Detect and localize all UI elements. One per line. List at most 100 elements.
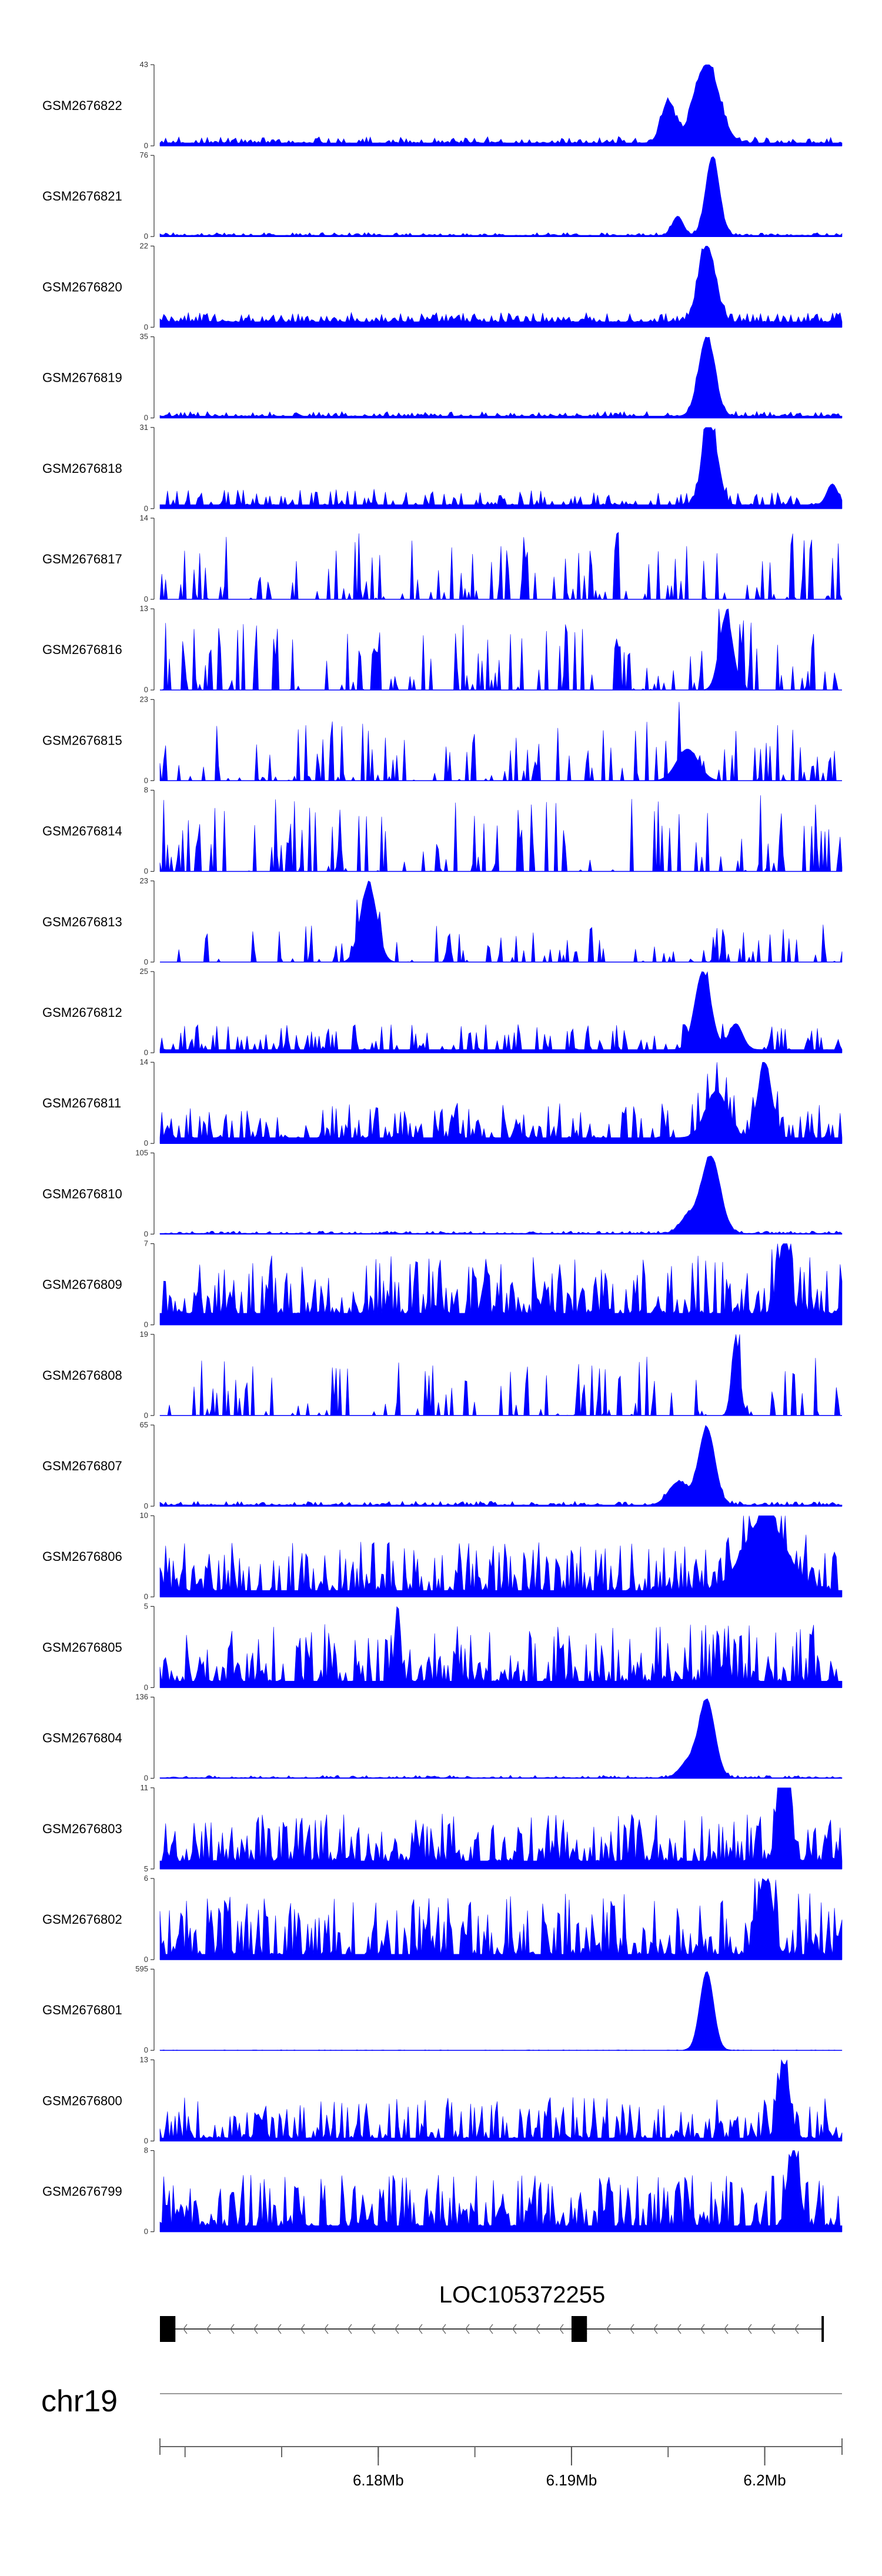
strand-chevron bbox=[395, 2324, 399, 2334]
track-ymin-label: 5 bbox=[144, 1864, 148, 1873]
track-ymax-label: 5 bbox=[144, 1601, 148, 1610]
strand-chevron bbox=[277, 2324, 282, 2334]
track-ymin-label: 0 bbox=[144, 1048, 148, 1057]
track-ymin-label: 0 bbox=[144, 2136, 148, 2145]
strand-chevron bbox=[724, 2324, 729, 2334]
strand-chevron bbox=[253, 2324, 258, 2334]
gene-exon bbox=[571, 2316, 587, 2342]
track-label: GSM2676818 bbox=[42, 461, 122, 476]
coverage-area bbox=[159, 2059, 843, 2141]
track-GSM2676807: GSM2676807 65 0 bbox=[42, 1420, 843, 1510]
coverage-area bbox=[159, 795, 843, 872]
track-label: GSM2676815 bbox=[42, 733, 122, 748]
track-label: GSM2676803 bbox=[42, 1821, 122, 1836]
track-ymin-label: 0 bbox=[144, 1592, 148, 1601]
strand-chevron bbox=[489, 2324, 493, 2334]
axis-tick-label: 6.2Mb bbox=[743, 2471, 786, 2489]
axis-tick-label: 6.18Mb bbox=[353, 2471, 404, 2489]
track-ymax-label: 105 bbox=[135, 1148, 148, 1157]
track-label: GSM2676822 bbox=[42, 98, 122, 113]
track-ymin-label: 0 bbox=[144, 867, 148, 876]
track-label: GSM2676816 bbox=[42, 642, 122, 657]
coverage-area bbox=[159, 246, 843, 328]
track-ymax-label: 10 bbox=[140, 1511, 148, 1520]
track-ymin-label: 0 bbox=[144, 1139, 148, 1147]
strand-chevron bbox=[606, 2324, 611, 2334]
track-GSM2676799: GSM2676799 8 0 bbox=[42, 2146, 843, 2236]
strand-chevron bbox=[677, 2324, 681, 2334]
track-label: GSM2676819 bbox=[42, 371, 122, 385]
track-GSM2676818: GSM2676818 31 0 bbox=[42, 423, 843, 513]
coverage-area bbox=[159, 1971, 843, 2051]
axis-tick-label: 6.19Mb bbox=[546, 2471, 597, 2489]
coverage-area bbox=[159, 156, 843, 237]
track-GSM2676800: GSM2676800 13 0 bbox=[42, 2055, 843, 2145]
strand-chevron bbox=[794, 2324, 799, 2334]
track-ymax-label: 19 bbox=[140, 1330, 148, 1339]
track-label: GSM2676821 bbox=[42, 189, 122, 203]
track-GSM2676810: GSM2676810 105 0 bbox=[42, 1148, 843, 1238]
track-ymin-label: 0 bbox=[144, 1501, 148, 1510]
strand-chevron bbox=[418, 2324, 423, 2334]
track-label: GSM2676802 bbox=[42, 1912, 122, 1927]
track-GSM2676804: GSM2676804 136 0 bbox=[42, 1693, 843, 1783]
track-ymax-label: 8 bbox=[144, 786, 148, 795]
coverage-area bbox=[160, 880, 843, 963]
track-label: GSM2676811 bbox=[42, 1096, 121, 1110]
track-label: GSM2676805 bbox=[42, 1640, 122, 1654]
coverage-area bbox=[159, 1787, 843, 1870]
track-ymax-label: 23 bbox=[140, 695, 148, 703]
coverage-area bbox=[159, 64, 843, 146]
coverage-area bbox=[159, 1425, 843, 1507]
track-GSM2676816: GSM2676816 13 0 bbox=[42, 604, 842, 694]
track-ymax-label: 65 bbox=[140, 1420, 148, 1429]
chromosome-label: chr19 bbox=[41, 2384, 118, 2418]
strand-chevron bbox=[747, 2324, 752, 2334]
strand-chevron bbox=[771, 2324, 776, 2334]
coverage-area bbox=[159, 1243, 843, 1325]
track-GSM2676812: GSM2676812 25 0 bbox=[42, 967, 843, 1057]
strand-chevron bbox=[653, 2324, 658, 2334]
track-ymin-label: 0 bbox=[144, 1774, 148, 1783]
gene-name-label: LOC105372255 bbox=[439, 2282, 605, 2308]
track-ymax-label: 11 bbox=[141, 1783, 149, 1792]
track-label: GSM2676799 bbox=[42, 2184, 122, 2199]
track-ymax-label: 22 bbox=[140, 241, 148, 250]
track-ymax-label: 23 bbox=[140, 876, 148, 885]
track-GSM2676811: GSM2676811 14 0 bbox=[42, 1057, 843, 1147]
coverage-area bbox=[159, 1062, 843, 1144]
track-GSM2676817: GSM2676817 14 0 bbox=[42, 513, 843, 603]
track-ymax-label: 14 bbox=[140, 1057, 148, 1066]
coverage-area bbox=[159, 2150, 843, 2232]
chromosome-track: chr19 bbox=[41, 2384, 842, 2418]
track-ymax-label: 76 bbox=[140, 151, 148, 159]
track-label: GSM2676817 bbox=[42, 552, 122, 566]
strand-chevron bbox=[630, 2324, 634, 2334]
strand-chevron bbox=[300, 2324, 305, 2334]
track-ymin-label: 0 bbox=[144, 776, 148, 785]
track-ymin-label: 0 bbox=[144, 2227, 148, 2236]
track-ymin-label: 0 bbox=[144, 2046, 148, 2054]
track-label: GSM2676808 bbox=[42, 1368, 122, 1383]
track-GSM2676808: GSM2676808 19 0 bbox=[42, 1330, 842, 1420]
coverage-area bbox=[159, 1156, 843, 1234]
gene-track: LOC105372255 bbox=[160, 2282, 824, 2342]
coverage-area bbox=[159, 1698, 843, 1778]
track-label: GSM2676820 bbox=[42, 279, 122, 294]
strand-chevron bbox=[371, 2324, 376, 2334]
track-GSM2676814: GSM2676814 8 0 bbox=[42, 786, 843, 876]
track-label: GSM2676804 bbox=[42, 1731, 122, 1746]
strand-chevron bbox=[230, 2324, 235, 2334]
track-label: GSM2676806 bbox=[42, 1549, 122, 1564]
track-ymin-label: 0 bbox=[144, 685, 148, 694]
strand-chevron bbox=[536, 2324, 540, 2334]
track-ymin-label: 0 bbox=[144, 1955, 148, 1964]
coverage-area bbox=[159, 702, 842, 782]
track-ymax-label: 595 bbox=[135, 1964, 148, 1973]
track-label: GSM2676814 bbox=[42, 824, 122, 839]
coverage-area bbox=[159, 532, 843, 600]
track-ymin-label: 0 bbox=[144, 322, 148, 331]
track-ymax-label: 13 bbox=[140, 604, 148, 613]
track-GSM2676822: GSM2676822 43 0 bbox=[42, 60, 843, 150]
